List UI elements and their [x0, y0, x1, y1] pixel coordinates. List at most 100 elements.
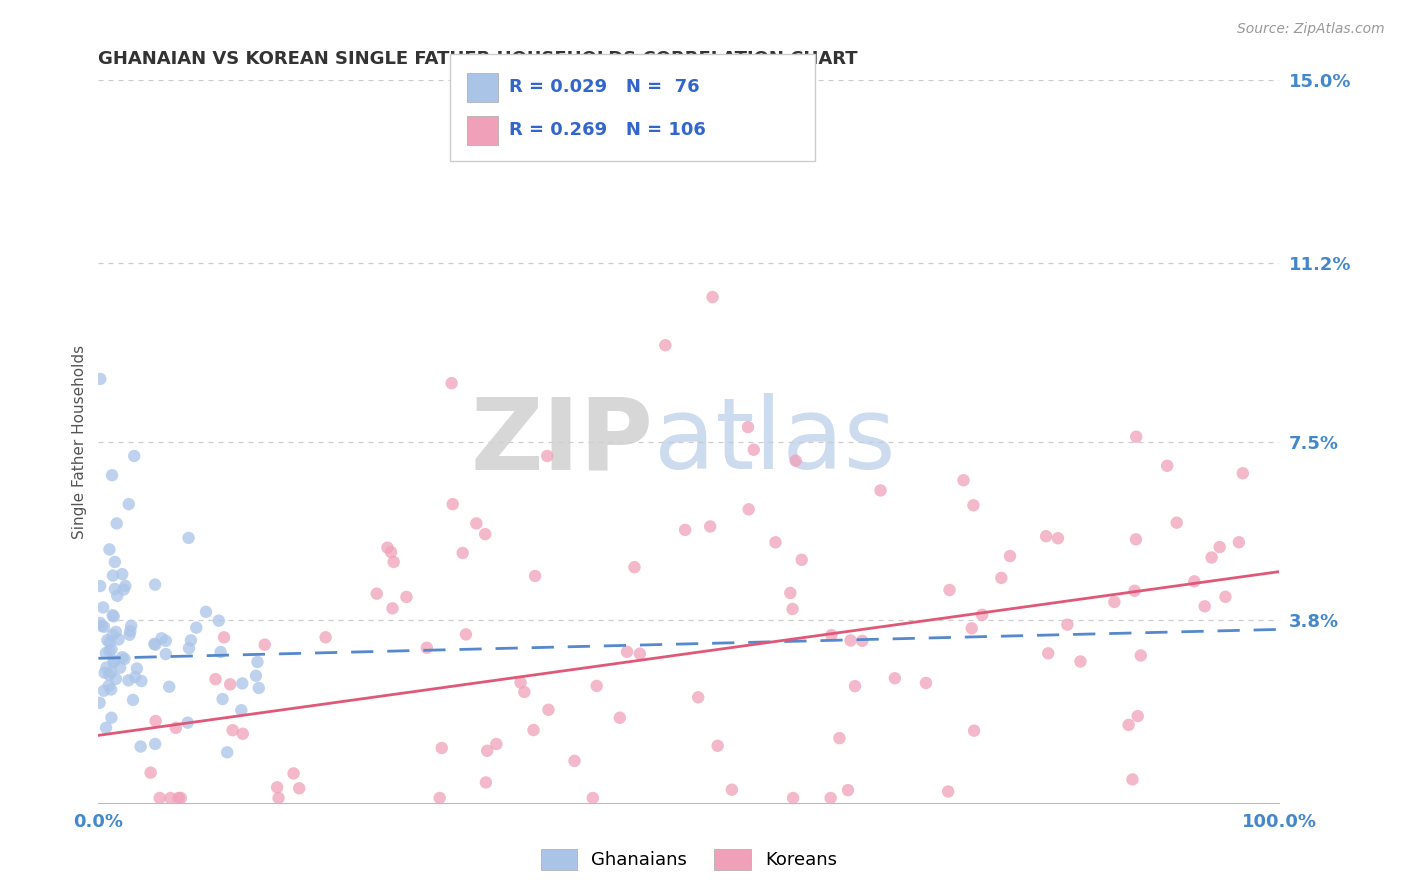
Point	[288, 781, 311, 796]
Point	[451, 546, 474, 560]
Point	[120, 624, 142, 638]
Point	[582, 791, 605, 805]
Point	[122, 449, 145, 463]
Point	[839, 633, 862, 648]
Point	[1208, 540, 1230, 554]
Point	[963, 723, 986, 738]
Point	[738, 502, 761, 516]
Point	[145, 638, 167, 652]
Point	[706, 739, 728, 753]
Point	[117, 673, 139, 688]
Point	[177, 641, 200, 656]
Point	[124, 670, 146, 684]
Point	[536, 449, 558, 463]
Point	[100, 642, 122, 657]
Point	[89, 615, 111, 630]
Point	[688, 690, 710, 705]
Point	[245, 669, 267, 683]
Point	[869, 483, 891, 498]
Point	[673, 523, 696, 537]
Point	[98, 644, 121, 658]
Point	[779, 586, 801, 600]
Point	[990, 571, 1012, 585]
Point	[100, 682, 122, 697]
Point	[98, 635, 121, 649]
Point	[1118, 718, 1140, 732]
Point	[441, 497, 464, 511]
Point	[513, 685, 536, 699]
Point	[101, 468, 124, 483]
Point	[1056, 617, 1078, 632]
Point	[155, 647, 177, 661]
Point	[1038, 646, 1060, 660]
Point	[98, 542, 121, 557]
Point	[1129, 648, 1152, 663]
Point	[104, 672, 127, 686]
Point	[782, 602, 804, 616]
Point	[938, 582, 960, 597]
Point	[91, 600, 114, 615]
Point	[103, 609, 125, 624]
Point	[232, 727, 254, 741]
Point	[915, 676, 938, 690]
Point	[96, 633, 118, 648]
Point	[972, 607, 994, 622]
Point	[247, 681, 270, 695]
Point	[1201, 550, 1223, 565]
Point	[430, 741, 453, 756]
Point	[266, 780, 288, 795]
Point	[114, 652, 136, 666]
Point	[465, 516, 488, 531]
Point	[454, 627, 477, 641]
Point	[742, 442, 765, 457]
Point	[628, 647, 651, 661]
Point	[143, 577, 166, 591]
Point	[395, 590, 418, 604]
Point	[104, 582, 127, 596]
Point	[820, 628, 842, 642]
Point	[145, 714, 167, 728]
Point	[609, 711, 631, 725]
Point	[93, 683, 115, 698]
Point	[221, 723, 243, 738]
Point	[100, 665, 122, 680]
Point	[267, 791, 290, 805]
Point	[380, 545, 402, 559]
Point	[429, 791, 451, 805]
Point	[828, 731, 851, 746]
Point	[98, 667, 121, 681]
Point	[1125, 533, 1147, 547]
Point	[212, 631, 235, 645]
Point	[94, 646, 117, 660]
Point	[103, 655, 125, 669]
Point	[118, 628, 141, 642]
Point	[93, 620, 115, 634]
Point	[1194, 599, 1216, 614]
Point	[962, 498, 984, 512]
Point	[165, 721, 187, 735]
Point	[103, 654, 125, 668]
Point	[89, 696, 111, 710]
Point	[1069, 655, 1091, 669]
Point	[100, 711, 122, 725]
Point	[107, 632, 129, 647]
Point	[105, 516, 128, 531]
Point	[851, 633, 873, 648]
Point	[89, 372, 111, 386]
Legend: Ghanaians, Koreans: Ghanaians, Koreans	[534, 841, 844, 877]
Point	[204, 672, 226, 686]
Text: GHANAIAN VS KOREAN SINGLE FATHER HOUSEHOLDS CORRELATION CHART: GHANAIAN VS KOREAN SINGLE FATHER HOUSEHO…	[98, 50, 858, 68]
Point	[381, 601, 404, 615]
Point	[170, 791, 193, 805]
Point	[139, 765, 162, 780]
Point	[820, 791, 842, 805]
Point	[654, 338, 676, 352]
Point	[1126, 709, 1149, 723]
Point	[416, 640, 439, 655]
Point	[998, 549, 1021, 563]
Point	[246, 655, 269, 669]
Point	[883, 671, 905, 685]
Text: R = 0.029   N =  76: R = 0.029 N = 76	[509, 78, 700, 96]
Point	[1182, 574, 1205, 589]
Point	[623, 560, 645, 574]
